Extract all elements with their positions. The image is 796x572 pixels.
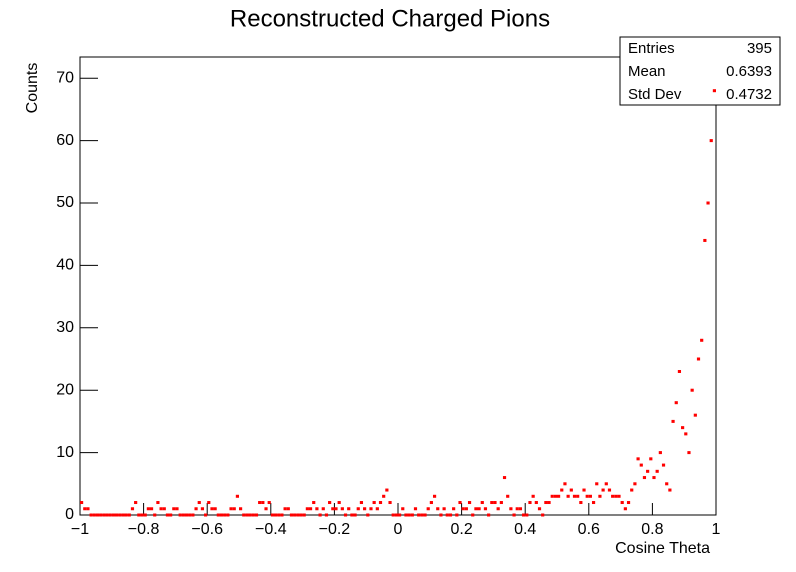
- y-axis-label: Counts: [24, 63, 41, 114]
- x-axis-label: Cosine Theta: [615, 540, 710, 557]
- y-tick-label: 40: [56, 257, 74, 274]
- y-tick-label: 20: [56, 381, 74, 398]
- x-tick-label: −0.6: [191, 521, 223, 538]
- x-tick-label: −0.8: [128, 521, 160, 538]
- stat-value: 0.4732: [726, 86, 772, 103]
- y-tick-label: 60: [56, 132, 74, 149]
- plot-frame: [79, 56, 717, 516]
- x-tick-label: 0: [394, 521, 403, 538]
- y-tick-label: 50: [56, 194, 74, 211]
- x-tick-label: 0.8: [641, 521, 663, 538]
- x-tick-label: 0.4: [514, 521, 536, 538]
- chart-title: Reconstructed Charged Pions: [230, 5, 550, 32]
- x-tick-label: −0.2: [319, 521, 351, 538]
- stat-label: Mean: [628, 63, 666, 80]
- stat-label: Std Dev: [628, 86, 682, 103]
- y-tick-label: 30: [56, 319, 74, 336]
- y-tick-label: 0: [65, 506, 74, 523]
- stat-value: 0.6393: [726, 63, 772, 80]
- x-tick-label: 1: [712, 521, 721, 538]
- x-tick-label: −0.4: [255, 521, 287, 538]
- y-tick-label: 10: [56, 444, 74, 461]
- stat-label: Entries: [628, 40, 675, 57]
- y-tick-label: 70: [56, 69, 74, 86]
- x-tick-label: 0.2: [450, 521, 472, 538]
- x-tick-label: −1: [71, 521, 89, 538]
- stats-box: [619, 36, 781, 106]
- stat-value: 395: [747, 40, 772, 57]
- x-tick-label: 0.6: [578, 521, 600, 538]
